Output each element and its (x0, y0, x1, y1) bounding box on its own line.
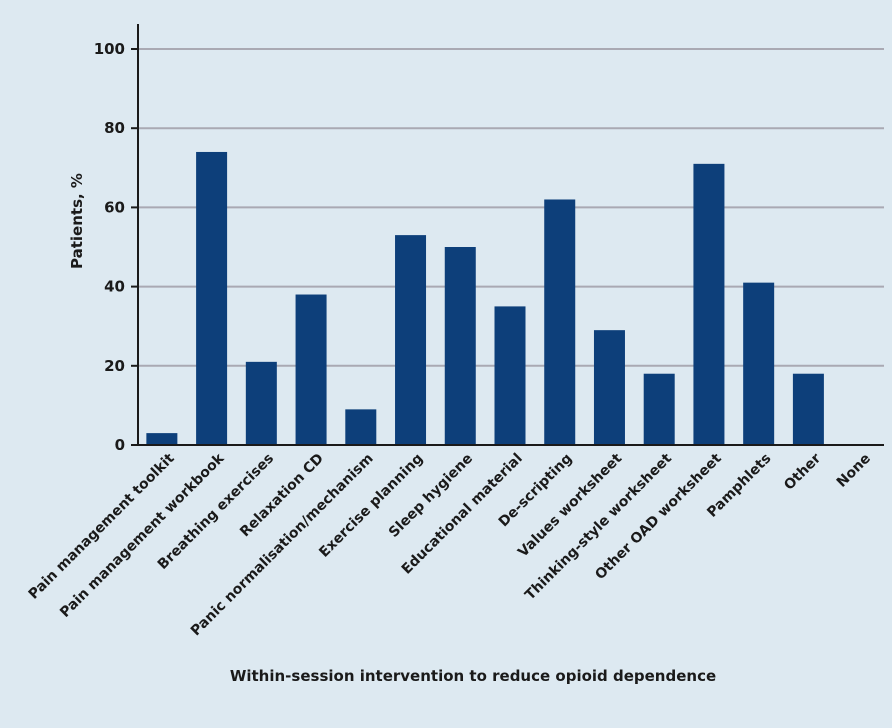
bar-10 (643, 373, 675, 445)
bar-1 (196, 151, 228, 445)
y-tick-labels: 0 20 40 60 80 100 (94, 40, 138, 454)
bar-11 (693, 163, 725, 445)
y-tick-label: 100 (94, 40, 125, 58)
bar-0 (146, 433, 178, 445)
axes (137, 24, 884, 446)
bar-8 (544, 199, 576, 445)
bar-5 (395, 235, 427, 445)
bar-6 (444, 247, 476, 445)
x-tick-label: Other (781, 450, 824, 493)
x-tick-label: None (834, 451, 874, 491)
y-tick-label: 0 (115, 436, 125, 454)
bar-7 (494, 306, 526, 445)
bar-13 (792, 373, 824, 445)
y-tick-label: 40 (104, 278, 125, 296)
x-tick-label: Sleep hygiene (386, 451, 476, 541)
bars (146, 151, 824, 445)
bar-9 (593, 330, 625, 445)
x-axis-title: Within-session intervention to reduce op… (230, 667, 716, 685)
bar-12 (743, 282, 775, 445)
y-tick-label: 80 (104, 119, 125, 137)
y-axis-title: Patients, % (68, 173, 86, 269)
x-tick-label: Relaxation CD (237, 451, 327, 541)
y-tick-label: 60 (104, 198, 125, 216)
x-tick-label: Panic normalisation/mechanism (188, 451, 377, 640)
y-tick-label: 20 (104, 357, 125, 375)
bar-3 (295, 294, 327, 445)
bar-4 (345, 409, 377, 445)
bar-2 (245, 361, 277, 445)
